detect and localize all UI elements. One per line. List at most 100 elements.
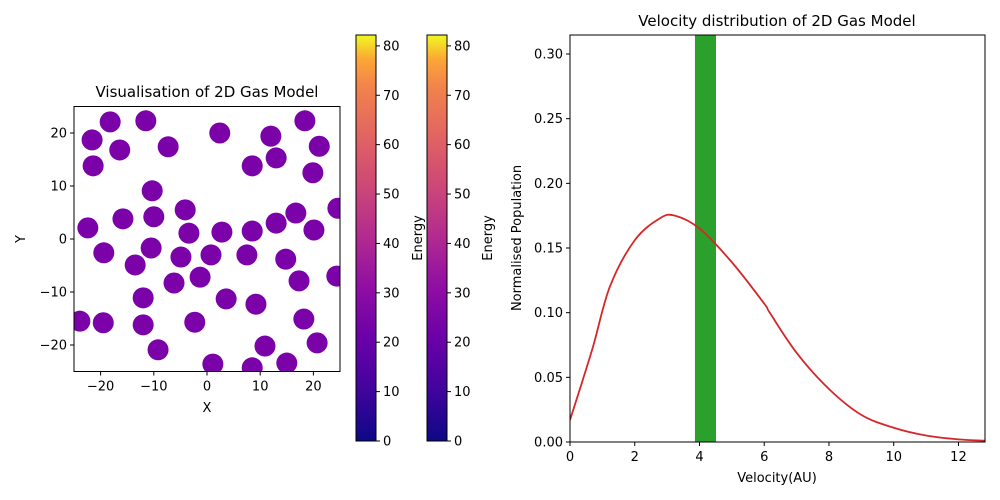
colorbar-tick-label: 30 [383,286,400,301]
colorbar-1-ticks: 0 10 20 30 40 50 60 70 80 [376,39,400,450]
x-tick-label: 0 [203,380,211,395]
particle-29 [170,246,192,268]
scatter-chart: Visualisation of 2D Gas Model −20 −10 0 10 2… [14,83,341,416]
colorbar-tick-label: 50 [383,188,400,203]
y-tick-label: −10 [40,286,67,301]
colorbar-1: 0 10 20 30 40 50 60 70 80 Energy [355,34,426,450]
colorbar-tick-label: 70 [383,89,400,104]
particle-15 [174,199,196,221]
colorbar-tick-label: 30 [454,286,471,301]
colorbar-tick-label: 40 [454,237,471,252]
x-tick-label: 10 [252,380,269,395]
particle-1 [81,129,103,151]
x-tick-label: 4 [695,450,703,465]
velocity-x-label: Velocity(AU) [737,471,817,486]
particle-14 [141,180,163,202]
velocity-curve [570,213,985,442]
particle-28 [124,254,146,276]
colorbar-tick-label: 20 [454,336,471,351]
colorbar-tick-label: 10 [454,385,471,400]
x-tick-label: −20 [87,380,114,395]
scatter-y-label: Y [14,235,29,244]
particle-20 [211,221,233,243]
particle-48 [202,353,224,372]
colorbar-tick-label: 60 [383,138,400,153]
particle-5 [109,139,131,161]
y-tick-label: 0.15 [534,242,563,257]
particle-23 [285,202,307,224]
colorbar-2-label: Energy [481,215,496,261]
particle-3 [135,110,157,132]
x-tick-label: 8 [825,450,833,465]
colorbar-1-gradient [355,34,377,442]
colorbar-tick-label: 70 [454,89,471,104]
particle-45 [147,339,169,361]
scatter-x-label: X [203,401,212,416]
histogram-bar [694,35,716,442]
x-tick-label: −10 [140,380,167,395]
particle-35 [132,287,154,309]
particle-21 [241,220,263,242]
particle-11 [265,147,287,169]
y-tick-label: 0.25 [534,112,563,127]
y-tick-label: 0.00 [534,436,563,451]
colorbar-tick-label: 60 [454,138,471,153]
particle-13 [302,162,324,184]
particle-10 [308,135,330,157]
scatter-x-ticks: −20 −10 0 10 20 [87,371,322,395]
particle-38 [288,270,310,292]
velocity-chart: Velocity distribution of 2D Gas Model 0 2… [510,12,986,486]
particle-18 [77,217,99,239]
velocity-bars [694,35,716,442]
y-tick-label: −20 [40,339,67,354]
particle-42 [132,314,154,336]
particle-46 [254,335,276,357]
x-tick-label: 0 [566,450,574,465]
particle-40 [74,310,91,332]
particle-2 [99,111,121,133]
particle-43 [184,311,206,333]
particle-50 [276,352,298,372]
particle-19 [178,222,200,244]
particle-25 [327,197,340,219]
colorbar-tick-label: 50 [454,188,471,203]
particle-36 [215,288,237,310]
x-tick-label: 2 [631,450,639,465]
particle-41 [92,312,114,334]
particle-32 [275,248,297,270]
colorbar-tick-label: 0 [454,435,462,450]
velocity-y-label: Normalised Population [510,165,525,311]
particle-22 [265,212,287,234]
particle-9 [294,110,316,132]
particle-16 [112,208,134,230]
y-tick-label: 20 [50,127,67,142]
particle-27 [93,242,115,264]
colorbar-1-label: Energy [411,215,426,261]
colorbar-2-gradient [426,34,448,442]
particle-33 [163,272,185,294]
particle-44 [293,308,315,330]
colorbar-tick-label: 40 [383,237,400,252]
colorbar-tick-label: 80 [454,39,471,54]
scatter-title: Visualisation of 2D Gas Model [96,83,319,101]
velocity-y-ticks: 0.00 0.05 0.10 0.15 0.20 0.25 0.30 [534,48,570,451]
particle-39 [326,265,340,287]
particle-31 [236,244,258,266]
y-tick-label: 0 [59,233,67,248]
particle-17 [143,206,165,228]
scatter-y-ticks: −20 −10 0 10 20 [40,127,74,354]
particle-37 [245,293,267,315]
particle-8 [260,125,282,147]
colorbar-tick-label: 80 [383,39,400,54]
y-tick-label: 0.30 [534,48,563,63]
particle-30 [200,244,222,266]
colorbar-tick-label: 10 [383,385,400,400]
colorbar-2: 0 10 20 30 40 50 60 70 80 Energy [426,34,496,450]
particle-12 [241,155,263,177]
y-tick-label: 10 [50,180,67,195]
particle-4 [82,155,104,177]
particle-7 [209,122,231,144]
velocity-x-ticks: 0 2 4 6 8 10 12 [566,442,967,465]
colorbar-tick-label: 0 [383,435,391,450]
